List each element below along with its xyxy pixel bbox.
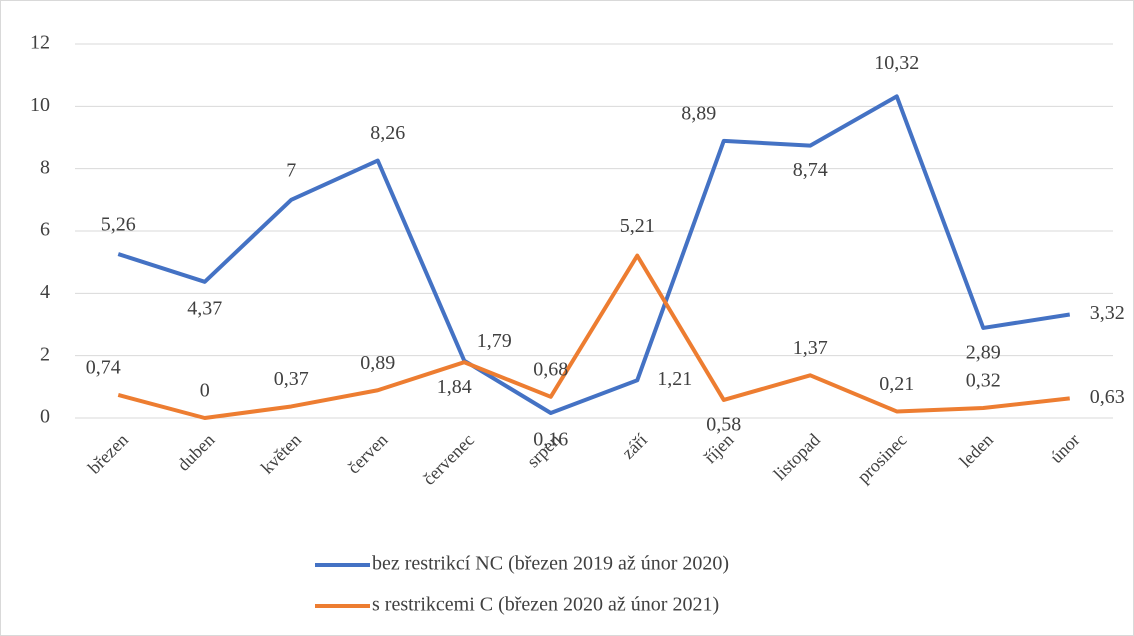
data-label: 0,63 (1090, 386, 1125, 408)
series-line (117, 94, 1071, 416)
data-label: 1,79 (477, 330, 512, 352)
y-tick-label: 10 (30, 94, 50, 116)
y-tick-label: 2 (40, 343, 50, 365)
data-label: 1,84 (437, 376, 472, 398)
data-label: 1,21 (657, 368, 692, 390)
legend-label: s restrikcemi C (březen 2020 až únor 202… (372, 594, 719, 616)
data-label: 0,37 (274, 368, 309, 390)
data-label: 3,32 (1090, 302, 1125, 324)
series-line (117, 253, 1070, 420)
data-label: 8,26 (370, 122, 405, 144)
data-label: 4,37 (187, 297, 222, 319)
y-tick-label: 4 (40, 281, 50, 303)
data-label: 0 (200, 380, 210, 402)
y-tick-label: 12 (30, 32, 50, 54)
data-label: 10,32 (874, 52, 919, 74)
data-label: 0,16 (533, 429, 568, 451)
data-label: 0,58 (706, 414, 741, 436)
data-label: 5,21 (620, 215, 655, 237)
data-label: 0,89 (360, 352, 395, 374)
data-label: 1,37 (793, 337, 828, 359)
y-tick-label: 8 (40, 156, 50, 178)
data-label: 8,89 (681, 103, 716, 125)
data-label: 0,21 (879, 373, 914, 395)
y-tick-label: 6 (40, 219, 50, 241)
data-label: 0,74 (86, 357, 121, 379)
data-label: 5,26 (101, 214, 136, 236)
legend-label: bez restrikcí NC (březen 2019 až únor 20… (372, 553, 729, 575)
y-tick-label: 0 (40, 406, 50, 428)
data-label: 8,74 (793, 159, 828, 181)
data-label: 7 (286, 159, 296, 181)
data-label: 0,32 (966, 370, 1001, 392)
data-label: 0,68 (533, 358, 568, 380)
data-label: 2,89 (966, 342, 1001, 364)
